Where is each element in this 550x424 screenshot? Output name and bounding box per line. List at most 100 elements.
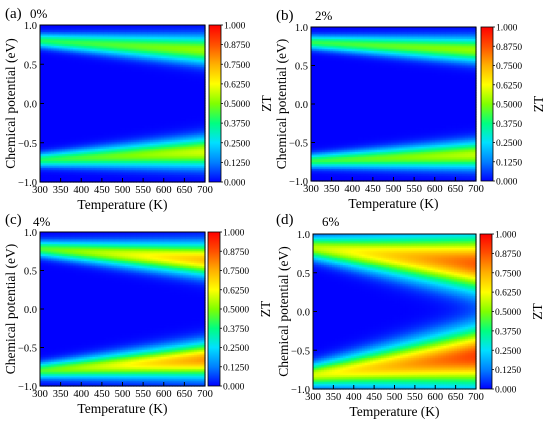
- heatmap-cell: [73, 54, 77, 57]
- heatmap-cell: [122, 166, 126, 169]
- heatmap-cell: [89, 54, 93, 57]
- heatmap-cell: [86, 61, 91, 64]
- heatmap-cell: [119, 30, 124, 33]
- heatmap-cell: [95, 59, 99, 63]
- heatmap-cell: [103, 175, 107, 178]
- heatmap-cell: [100, 61, 104, 64]
- heatmap-cell: [117, 37, 121, 40]
- heatmap-cell: [122, 110, 126, 113]
- heatmap-cell: [100, 75, 104, 78]
- heatmap-cell: [106, 134, 110, 138]
- heatmap-cell: [128, 134, 132, 138]
- heatmap-cell: [108, 38, 113, 42]
- heatmap-cell: [89, 31, 93, 35]
- heatmap-cell: [111, 98, 115, 101]
- heatmap-cell: [51, 108, 55, 112]
- heatmap-cell: [70, 30, 74, 33]
- heatmap-cell: [100, 113, 104, 117]
- heatmap-cell: [128, 68, 132, 71]
- heatmap-cell: [67, 30, 71, 33]
- heatmap-cell: [53, 148, 58, 152]
- heatmap-cell: [67, 65, 71, 68]
- heatmap-cell: [42, 65, 47, 68]
- heatmap-cell: [70, 91, 74, 94]
- heatmap-cell: [53, 154, 58, 157]
- heatmap-cell: [100, 112, 104, 115]
- heatmap-cell: [114, 154, 118, 157]
- heatmap-cell: [56, 40, 60, 44]
- heatmap-cell: [53, 141, 58, 145]
- heatmap-cell: [42, 63, 47, 66]
- heatmap-cell: [40, 31, 44, 35]
- heatmap-cell: [100, 38, 104, 42]
- heatmap-cell: [100, 26, 104, 30]
- heatmap-cell: [95, 113, 99, 117]
- heatmap-cell: [95, 124, 99, 127]
- heatmap-cell: [117, 168, 121, 171]
- heatmap-cell: [45, 37, 49, 40]
- heatmap-cell: [75, 28, 80, 31]
- heatmap-cell: [89, 176, 93, 180]
- heatmap-cell: [70, 103, 74, 106]
- heatmap-cell: [133, 173, 137, 176]
- heatmap-cell: [125, 84, 129, 87]
- heatmap-cell: [67, 49, 71, 52]
- heatmap-cell: [103, 105, 107, 108]
- heatmap-cell: [128, 84, 132, 87]
- heatmap-cell: [51, 51, 55, 54]
- heatmap-cell: [70, 77, 74, 80]
- heatmap-cell: [130, 147, 135, 150]
- heatmap-cell: [119, 26, 124, 30]
- heatmap-cell: [89, 175, 93, 178]
- heatmap-cell: [59, 145, 63, 148]
- heatmap-cell: [103, 45, 107, 49]
- heatmap-cell: [133, 87, 137, 91]
- heatmap-cell: [108, 180, 113, 183]
- heatmap-cell: [75, 120, 80, 124]
- heatmap-cell: [97, 38, 102, 42]
- heatmap-cell: [64, 75, 69, 78]
- heatmap-cell: [75, 89, 80, 92]
- heatmap-cell: [59, 140, 63, 143]
- heatmap-cell: [125, 98, 129, 101]
- heatmap-cell: [89, 108, 93, 112]
- heatmap-cell: [86, 166, 91, 169]
- heatmap-cell: [119, 150, 124, 153]
- heatmap-cell: [42, 141, 47, 145]
- heatmap-cell: [86, 173, 91, 176]
- heatmap-cell: [106, 105, 110, 108]
- heatmap-cell: [67, 84, 71, 87]
- heatmap-cell: [119, 77, 124, 80]
- heatmap-cell: [48, 152, 52, 155]
- heatmap-cell: [122, 176, 126, 180]
- heatmap-cell: [133, 79, 137, 82]
- heatmap-cell: [84, 129, 88, 133]
- heatmap-cell: [84, 40, 88, 44]
- heatmap-cell: [92, 59, 96, 63]
- heatmap-cell: [78, 159, 82, 162]
- heatmap-cell: [78, 134, 82, 138]
- heatmap-cell: [78, 63, 82, 66]
- heatmap-cell: [97, 30, 102, 33]
- heatmap-cell: [53, 162, 58, 166]
- heatmap-cell: [40, 49, 44, 52]
- heatmap-cell: [119, 33, 124, 37]
- heatmap-cell: [111, 155, 115, 159]
- heatmap-cell: [42, 155, 47, 159]
- heatmap-cell: [51, 98, 55, 101]
- heatmap-cell: [92, 63, 96, 66]
- heatmap-cell: [97, 72, 102, 75]
- heatmap-cell: [51, 28, 55, 31]
- heatmap-cell: [81, 138, 85, 141]
- heatmap-cell: [51, 79, 55, 82]
- heatmap-cell: [136, 96, 140, 99]
- heatmap-cell: [111, 77, 115, 80]
- heatmap-cell: [59, 113, 63, 117]
- heatmap-cell: [67, 176, 71, 180]
- heatmap-cell: [97, 86, 102, 89]
- heatmap-cell: [111, 80, 115, 84]
- heatmap-cell: [67, 73, 71, 77]
- heatmap-cell: [67, 171, 71, 174]
- heatmap-cell: [59, 119, 63, 122]
- heatmap-cell: [95, 173, 99, 176]
